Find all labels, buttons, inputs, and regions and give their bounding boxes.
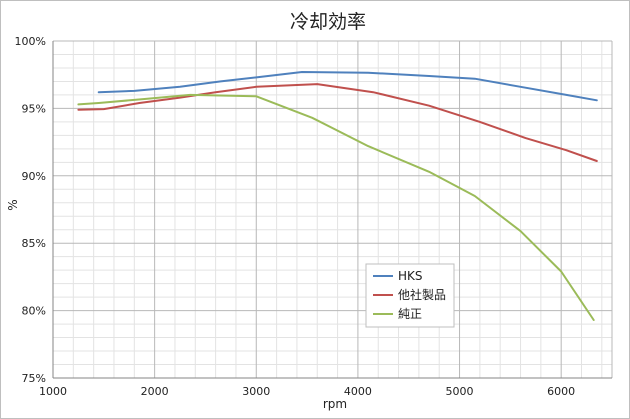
y-tick-label: 95% (22, 102, 46, 115)
y-tick-label: 85% (22, 237, 46, 250)
y-tick-label: 100% (15, 35, 46, 48)
legend-label: 他社製品 (398, 287, 446, 302)
x-tick-label: 2000 (141, 385, 169, 398)
series-line-1 (97, 71, 598, 102)
major-gridlines (52, 40, 613, 379)
chart-title: 冷却効率 (290, 11, 366, 33)
legend-label: 純正 (398, 307, 422, 321)
x-tick-label: 5000 (446, 385, 474, 398)
x-tick-label: 4000 (344, 385, 372, 398)
y-axis-ticks: 75% 80% 85% 90% 95% 100% (15, 35, 46, 385)
series-line-2 (77, 83, 598, 162)
y-axis-label: % (6, 199, 20, 210)
legend-label: HKS (398, 269, 423, 283)
x-axis-label: rpm (323, 397, 347, 411)
series-lines (77, 71, 598, 321)
x-axis-ticks: 1000 2000 3000 4000 5000 6000 (39, 385, 575, 398)
x-tick-label: 1000 (39, 385, 67, 398)
y-tick-label: 75% (22, 372, 46, 385)
x-tick-label: 6000 (547, 385, 575, 398)
legend-box (365, 263, 455, 328)
x-tick-label: 3000 (242, 385, 270, 398)
series-line-3 (77, 93, 595, 321)
y-tick-label: 90% (22, 170, 46, 183)
y-tick-label: 80% (22, 305, 46, 318)
